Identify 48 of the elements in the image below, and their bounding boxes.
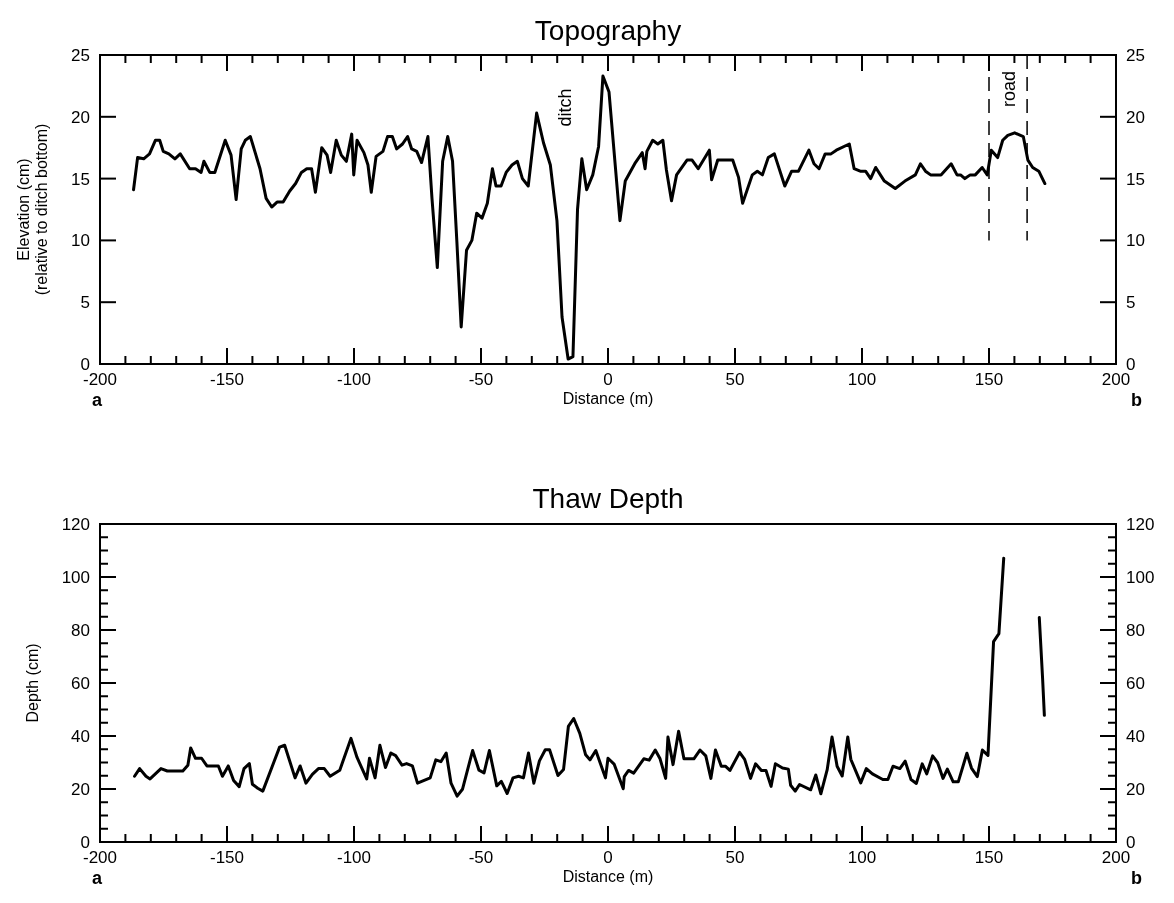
x-tick-label: -150 [209,848,245,867]
annotation: ditch [554,88,575,127]
text: b [1131,868,1142,888]
x-tick-label: 150 [974,370,1004,389]
text: a [92,390,103,410]
x-tick-label: 100 [847,370,877,389]
y-tick-label: 10 [71,231,90,251]
y2-tick-label: 120 [1126,514,1155,534]
y-axis-title: Elevation (cm) (relative to ditch bottom) [15,123,50,296]
x-tick-label: -100 [336,848,372,867]
x-tick-label: 100 [847,848,877,867]
y-tick-label: 20 [71,779,90,799]
chart-title: Thaw Depth [532,483,684,514]
text: a [92,868,103,888]
x-tick-label: -150 [209,370,245,389]
y-tick-label: 25 [71,45,90,65]
y-tick-label: 100 [61,567,90,587]
x-tick-label: -50 [468,848,494,867]
y2-tick-label: 80 [1126,620,1145,640]
x-tick-label: -50 [468,370,494,389]
y-axis-title: Depth (cm) [24,643,41,723]
y2-tick-label: 100 [1126,567,1155,587]
y-tick-label: 60 [71,673,90,693]
x-tick-label: 0 [603,848,613,867]
y2-tick-label: 20 [1126,779,1145,799]
y-tick-label: 5 [80,293,90,313]
chart-title: Topography [534,15,682,46]
text: b [1131,390,1142,410]
x-tick-label: 50 [725,848,745,867]
x-tick-label: 150 [974,848,1004,867]
x-tick-label: -100 [336,370,372,389]
y2-tick-label: 5 [1126,293,1136,313]
x-axis-title: Distance (m) [562,390,654,407]
y2-tick-label: 40 [1126,726,1145,746]
x-axis-title: Distance (m) [562,868,654,885]
x-tick-label: 0 [603,370,613,389]
y-tick-label: 40 [71,726,90,746]
y-tick-label: 20 [71,107,90,127]
y2-tick-label: 10 [1126,231,1145,251]
y2-tick-label: 25 [1126,45,1145,65]
y2-tick-label: 60 [1126,673,1145,693]
y2-tick-label: 15 [1126,169,1145,189]
y-tick-label: 80 [71,620,90,640]
y2-tick-label: 20 [1126,107,1145,127]
y-tick-label: 120 [61,514,90,534]
x-tick-label: 50 [725,370,745,389]
annotation: road [998,70,1019,108]
y-tick-label: 15 [71,169,90,189]
